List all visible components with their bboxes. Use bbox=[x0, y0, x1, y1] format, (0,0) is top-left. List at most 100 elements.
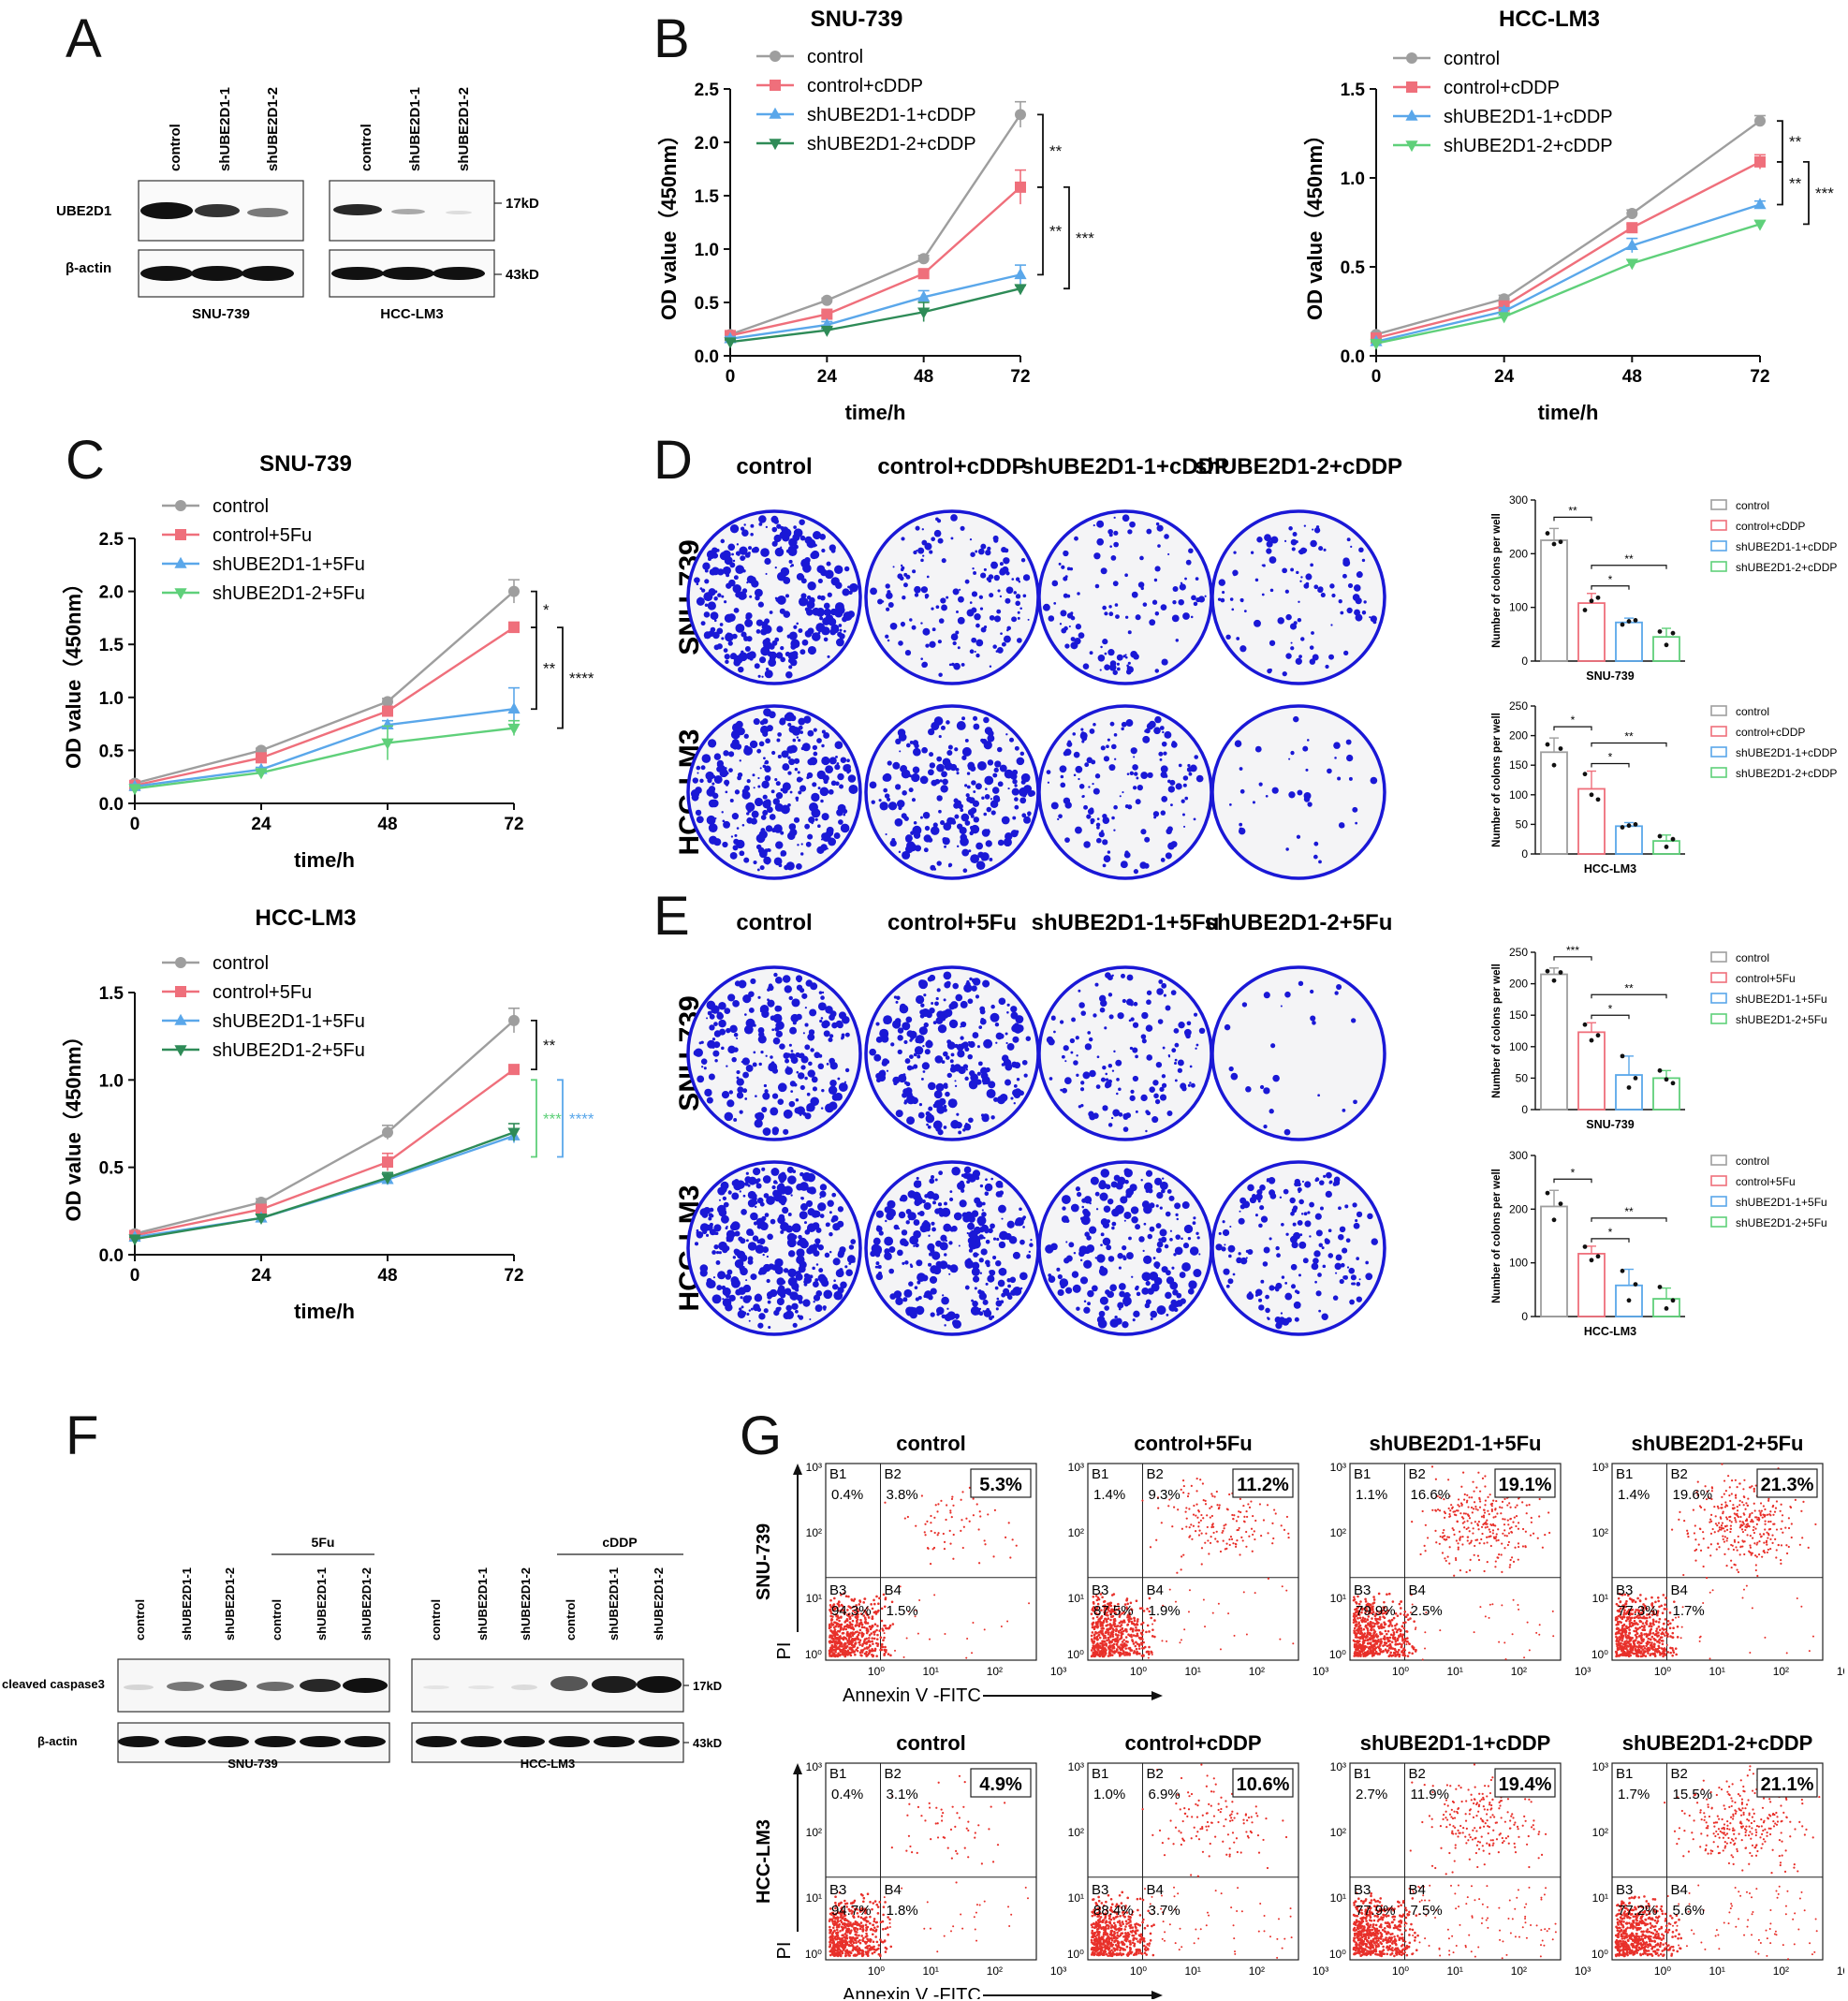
colony bbox=[1298, 655, 1302, 659]
colony bbox=[931, 1251, 941, 1260]
event-dot bbox=[1108, 1623, 1112, 1626]
colony bbox=[931, 627, 936, 632]
colony bbox=[920, 1077, 924, 1081]
colony bbox=[1063, 576, 1068, 581]
event-dot bbox=[1094, 1625, 1098, 1628]
colony bbox=[741, 1057, 750, 1066]
colony bbox=[997, 781, 1004, 787]
legend-label: control bbox=[213, 953, 269, 974]
event-dot bbox=[1124, 1636, 1128, 1639]
colony bbox=[804, 1007, 807, 1009]
event-dot bbox=[930, 1530, 932, 1533]
colony bbox=[911, 625, 917, 630]
event-dot bbox=[834, 1648, 838, 1652]
colony bbox=[696, 816, 704, 824]
colony bbox=[909, 1054, 914, 1060]
colony bbox=[963, 983, 973, 993]
colony bbox=[923, 847, 929, 853]
colony bbox=[725, 1293, 730, 1299]
colony bbox=[929, 1275, 938, 1284]
colony bbox=[755, 1293, 762, 1301]
colony bbox=[1087, 1302, 1092, 1306]
colony bbox=[1089, 807, 1094, 813]
colony bbox=[1254, 1214, 1258, 1217]
event-dot bbox=[1129, 1634, 1133, 1637]
colony bbox=[823, 637, 829, 642]
colony bbox=[703, 1067, 707, 1070]
blot-a-lane-label: shUBE2D1-1 bbox=[407, 87, 423, 171]
colony bbox=[1284, 991, 1291, 998]
legend-label: shUBE2D1-1+5Fu bbox=[213, 1011, 365, 1032]
colony bbox=[1003, 635, 1011, 643]
colony bbox=[950, 1052, 955, 1057]
colony bbox=[1298, 980, 1304, 987]
colony bbox=[804, 823, 811, 830]
colony bbox=[1132, 764, 1138, 771]
colony bbox=[1298, 549, 1305, 555]
blot-f-treatment: cDDP bbox=[602, 1535, 637, 1550]
event-dot bbox=[862, 1614, 866, 1617]
colony bbox=[1152, 1257, 1156, 1259]
colony bbox=[848, 590, 853, 596]
colony bbox=[757, 995, 761, 999]
replicate-point bbox=[1633, 1282, 1638, 1287]
colony bbox=[783, 577, 791, 584]
colony bbox=[1352, 806, 1358, 813]
x-tick-label: 0 bbox=[1371, 367, 1382, 387]
data-point bbox=[1625, 258, 1638, 271]
colony bbox=[767, 998, 770, 1002]
colony bbox=[817, 824, 821, 829]
colony bbox=[1195, 597, 1201, 603]
colony bbox=[1231, 608, 1235, 611]
colony bbox=[1100, 645, 1103, 649]
colony bbox=[1321, 1246, 1325, 1250]
colony bbox=[710, 626, 716, 633]
colony bbox=[916, 1035, 925, 1044]
colony bbox=[703, 611, 711, 618]
colony bbox=[766, 1255, 769, 1258]
colony bbox=[762, 764, 767, 769]
series-1 bbox=[129, 621, 520, 791]
colony bbox=[821, 756, 830, 766]
colony bbox=[771, 828, 777, 833]
event-dot bbox=[847, 1605, 850, 1608]
colony bbox=[1258, 1298, 1263, 1302]
colony bbox=[789, 1291, 797, 1298]
x-tick-label: 10⁰ bbox=[868, 1665, 885, 1678]
colony bbox=[943, 1108, 947, 1112]
colony bbox=[900, 1194, 908, 1202]
colony bbox=[915, 1243, 919, 1248]
colony bbox=[1100, 567, 1107, 575]
event-dot bbox=[1107, 1613, 1109, 1617]
colony bbox=[1066, 612, 1074, 619]
event-dot bbox=[1121, 1611, 1123, 1615]
legend-label: control bbox=[1736, 1155, 1769, 1168]
event-dot bbox=[849, 1651, 853, 1655]
colony bbox=[811, 792, 820, 802]
legend-label: control+cDDP bbox=[1736, 520, 1805, 533]
event-dot bbox=[1128, 1619, 1131, 1623]
event-dot bbox=[961, 1491, 964, 1493]
colony bbox=[1072, 732, 1077, 736]
replicate-point bbox=[1620, 1053, 1625, 1059]
colony bbox=[827, 592, 832, 597]
colony bbox=[802, 1299, 811, 1307]
colony bbox=[997, 839, 1005, 846]
colony bbox=[1106, 744, 1109, 749]
colony bbox=[883, 787, 888, 793]
event-dot bbox=[1136, 1642, 1139, 1645]
colony bbox=[849, 582, 858, 593]
colony bbox=[976, 1045, 980, 1049]
colony bbox=[1182, 825, 1186, 828]
colony bbox=[1306, 739, 1310, 742]
significance-label: * bbox=[1571, 714, 1576, 727]
colony bbox=[721, 1091, 730, 1099]
colony bbox=[982, 979, 990, 988]
replicate-point bbox=[1558, 746, 1563, 751]
event-dot bbox=[851, 1632, 855, 1636]
colony bbox=[707, 1039, 716, 1049]
colony bbox=[824, 1252, 830, 1258]
colony bbox=[1084, 1043, 1093, 1051]
event-dot bbox=[837, 1641, 841, 1644]
colony bbox=[975, 623, 980, 628]
